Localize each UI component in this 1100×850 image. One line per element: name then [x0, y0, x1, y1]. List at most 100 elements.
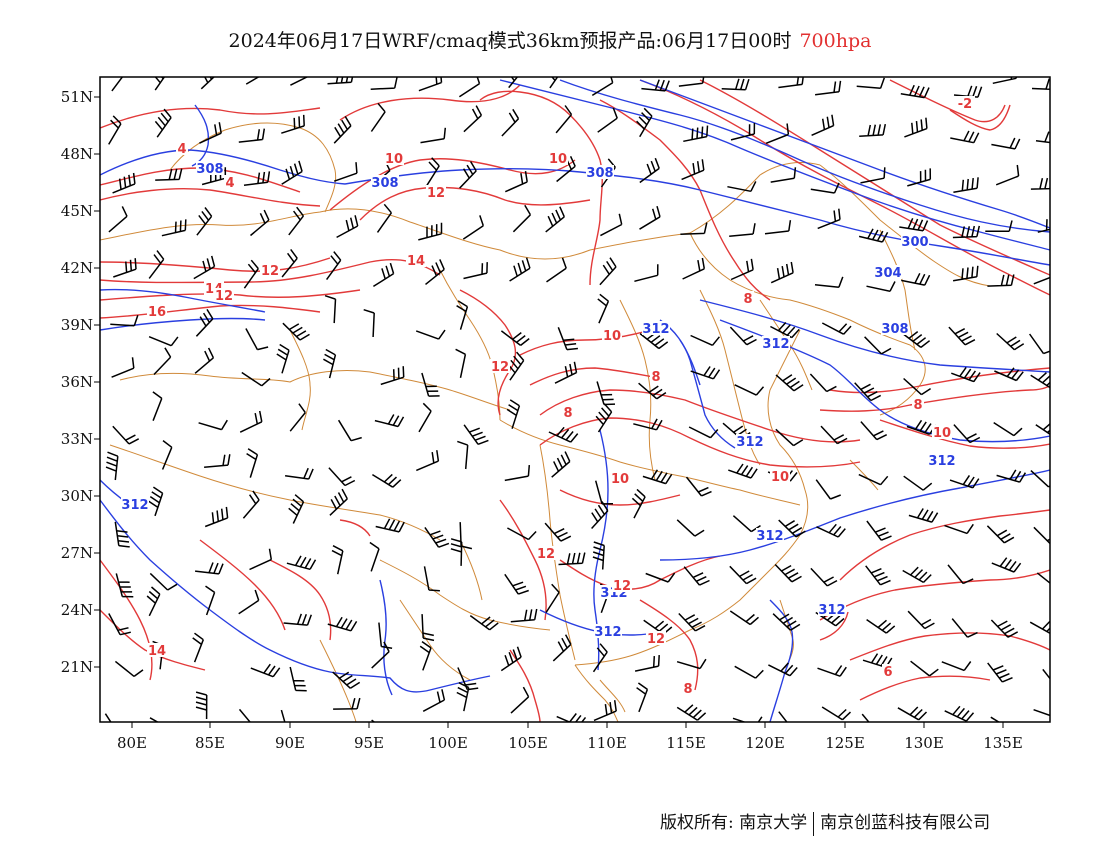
wind-barb	[425, 157, 440, 187]
wind-barb-shape	[815, 479, 841, 500]
temperature-contour-label: 10	[549, 152, 567, 167]
wind-barb-shape	[450, 538, 463, 566]
wind-barb-shape	[374, 414, 405, 428]
wind-barb	[281, 248, 298, 278]
wind-barb-shape	[775, 428, 804, 447]
wind-barb-shape	[639, 205, 661, 230]
wind-barb	[860, 421, 888, 441]
wind-barb	[372, 473, 402, 488]
wind-barb-shape	[283, 613, 313, 626]
wind-barb	[544, 522, 572, 542]
wind-barb	[641, 79, 670, 92]
lon-label: 85E	[195, 734, 225, 752]
wind-barb-shape	[376, 203, 393, 233]
wind-barb	[772, 613, 801, 631]
wind-barb-shape	[641, 79, 670, 92]
wind-barb	[633, 418, 663, 431]
wind-barb-shape	[817, 208, 841, 230]
wind-barb	[243, 171, 271, 186]
wind-barb	[239, 410, 263, 433]
wind-barb	[634, 655, 660, 672]
wind-barb-shape	[990, 716, 1020, 722]
wind-barb-shape	[681, 159, 705, 181]
wind-barb	[195, 309, 214, 337]
wind-barb	[423, 566, 440, 592]
wind-barb-shape	[286, 555, 317, 571]
wind-barb-shape	[469, 614, 499, 631]
wind-barb	[456, 682, 470, 712]
wind-barb	[246, 448, 259, 478]
wind-barb	[860, 167, 886, 184]
wind-barb	[509, 257, 531, 282]
wind-barb	[636, 107, 653, 138]
wind-barb-shape	[243, 259, 259, 289]
wind-barb	[816, 523, 846, 538]
temperature-contour-label: 12	[613, 579, 631, 594]
wind-barb	[1036, 572, 1050, 584]
wind-barb	[690, 334, 720, 346]
wind-barb-shape	[419, 640, 432, 671]
axis-ticks	[94, 96, 1004, 728]
temperature-contour-label-bg	[612, 578, 632, 592]
wind-barb	[108, 613, 131, 636]
wind-barb-shape	[333, 162, 358, 182]
wind-barb-shape	[507, 527, 537, 541]
lon-label: 100E	[428, 734, 468, 752]
temperature-contour-label: 10	[933, 426, 951, 441]
wind-barb	[820, 425, 848, 445]
wind-barb-shape	[246, 448, 259, 478]
wind-barb-shape	[504, 465, 531, 482]
temperature-contour-label-bg	[548, 151, 568, 165]
wind-barb-shape	[463, 105, 483, 133]
wind-barb-shape	[113, 258, 137, 278]
temperature-contour-label-bg	[646, 631, 666, 645]
wind-barb	[336, 215, 359, 239]
wind-barb-shape	[941, 661, 972, 672]
wind-barb-shape	[727, 181, 757, 193]
wind-barb-shape	[110, 315, 139, 327]
wind-barb-shape	[1028, 333, 1050, 355]
wind-barb-shape	[987, 274, 1015, 287]
wind-barb-shape	[323, 348, 337, 379]
wind-barb-shape	[859, 123, 887, 138]
wind-barb	[599, 257, 617, 286]
lat-label: 48N	[61, 145, 93, 163]
wind-barb-shape	[112, 425, 140, 445]
wind-barb	[554, 361, 578, 384]
temperature-contour-label-bg	[770, 469, 790, 483]
lon-label: 120E	[745, 734, 785, 752]
wind-barb	[907, 610, 935, 630]
height-contour-label: 312	[762, 337, 789, 352]
wind-barb	[419, 640, 432, 671]
wind-barb	[421, 614, 435, 642]
wind-barb-shape	[865, 565, 891, 586]
wind-barb	[728, 463, 758, 479]
wind-barb	[374, 414, 405, 428]
wind-barb	[866, 281, 896, 293]
wind-barb	[1028, 333, 1050, 355]
wind-barb-shape	[288, 206, 304, 236]
wind-barb-shape	[817, 665, 847, 677]
wind-barb	[676, 658, 707, 670]
wind-barb	[987, 662, 1013, 683]
height-contour-label-bg	[196, 161, 224, 175]
wind-barb-shape	[636, 107, 653, 138]
wind-barb	[204, 454, 231, 469]
wind-barb	[289, 666, 307, 692]
temperature-contour-label: 10	[771, 470, 789, 485]
wind-barb	[284, 467, 314, 480]
wind-barb	[821, 706, 852, 721]
wind-barb	[558, 552, 586, 566]
temperature-contour-label-bg	[912, 397, 924, 411]
temperature-contour-label-bg	[602, 328, 622, 342]
height-contour-label-bg	[881, 321, 909, 335]
wind-barb	[866, 520, 892, 541]
wind-barb-shape	[324, 294, 337, 324]
wind-barb	[645, 572, 676, 583]
wind-barb-shape	[856, 77, 886, 90]
wind-barb-shape	[508, 77, 519, 89]
wind-barb-shape	[639, 157, 660, 184]
wind-barb-shape	[592, 541, 605, 570]
temperature-contour-label: 12	[491, 360, 509, 375]
wind-barb	[907, 168, 932, 187]
